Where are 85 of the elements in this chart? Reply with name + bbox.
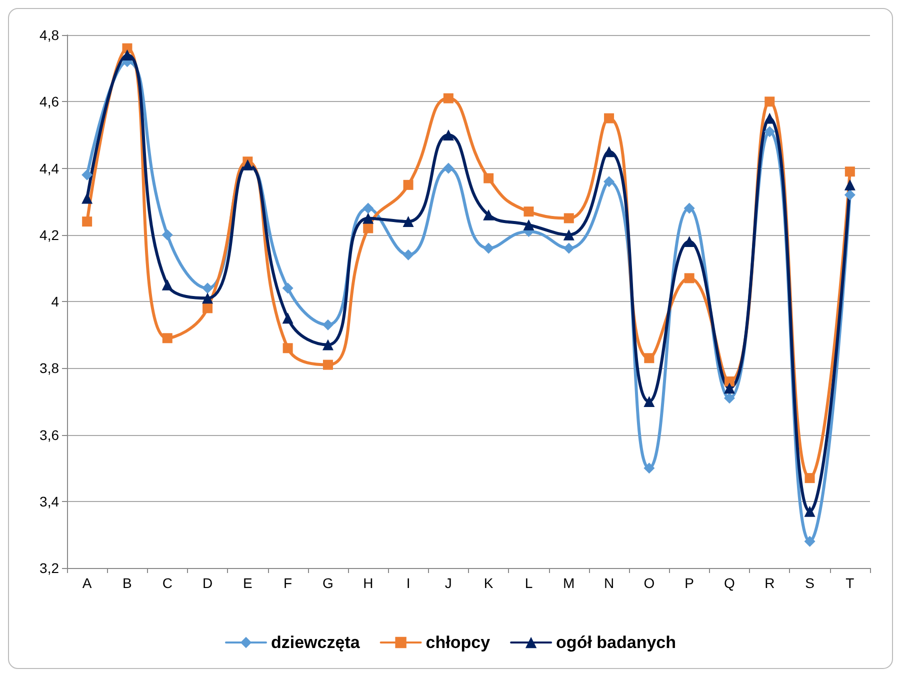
point <box>322 319 334 330</box>
point <box>162 333 172 344</box>
point <box>122 43 132 54</box>
point <box>162 279 173 290</box>
x-tick-label: A <box>82 575 92 591</box>
point <box>403 180 414 190</box>
point <box>483 209 494 220</box>
legend-label: ogół badanych <box>556 633 676 652</box>
point <box>402 216 414 228</box>
point <box>122 49 133 60</box>
x-tick-label: B <box>122 575 132 591</box>
point <box>362 212 374 224</box>
x-tick-label: D <box>202 575 213 591</box>
x-tick-label: P <box>684 575 694 591</box>
point <box>644 462 655 474</box>
point <box>844 179 856 190</box>
point <box>82 169 93 180</box>
point <box>402 249 414 260</box>
point <box>724 392 735 404</box>
point <box>442 129 454 140</box>
point <box>363 223 374 234</box>
x-tick-label: L <box>524 575 533 591</box>
point <box>764 96 775 107</box>
x-tick-label: E <box>243 575 252 591</box>
point <box>524 206 534 217</box>
point <box>82 216 92 227</box>
point <box>724 382 735 394</box>
x-tick-label: C <box>162 575 172 591</box>
point <box>523 219 534 230</box>
point <box>804 536 816 547</box>
y-tick-label: 4,2 <box>40 226 60 243</box>
point <box>684 202 695 214</box>
x-tick-label: N <box>604 575 614 591</box>
point <box>684 236 695 248</box>
x-tick-label: O <box>644 575 655 591</box>
point <box>644 396 655 407</box>
point <box>483 242 494 254</box>
y-tick-label: 4 <box>51 294 60 310</box>
x-tick-label: Q <box>724 575 736 591</box>
x-tick-label: F <box>284 575 292 591</box>
point <box>563 229 574 240</box>
x-tick-label: K <box>484 575 494 591</box>
x-tick-label: J <box>444 575 452 591</box>
point <box>443 93 454 104</box>
x-tick-label: I <box>406 575 410 591</box>
point <box>724 376 734 386</box>
point <box>563 242 574 254</box>
point <box>804 473 815 484</box>
y-tick-label: 3,6 <box>40 426 60 443</box>
point <box>202 292 214 304</box>
y-tick-label: 3,4 <box>40 493 60 510</box>
y-tick-label: 4,8 <box>40 27 60 43</box>
x-tick-label: M <box>563 575 575 591</box>
point <box>844 189 856 200</box>
point <box>564 213 574 224</box>
x-tick-label: R <box>764 575 775 591</box>
point <box>844 166 855 177</box>
point <box>82 192 93 204</box>
point <box>764 126 776 138</box>
point <box>322 360 333 370</box>
legend-label: chłopcy <box>426 633 491 652</box>
y-tick-label: 3,8 <box>40 360 60 376</box>
point <box>442 162 454 174</box>
point <box>644 353 654 364</box>
point <box>282 282 294 294</box>
point <box>162 229 173 240</box>
y-tick-label: 4,6 <box>40 94 60 110</box>
point <box>282 312 294 324</box>
point <box>202 303 213 314</box>
point <box>322 339 334 350</box>
point <box>604 113 614 124</box>
y-tick-label: 3,2 <box>40 560 60 576</box>
y-tick-label: 4,4 <box>40 160 60 176</box>
x-tick-label: S <box>805 575 814 591</box>
point <box>684 273 694 284</box>
x-tick-label: H <box>363 575 374 591</box>
x-tick-label: T <box>846 575 855 591</box>
point <box>804 506 816 517</box>
point <box>604 176 615 188</box>
point <box>484 173 494 184</box>
point <box>202 282 214 294</box>
point <box>282 343 293 354</box>
x-tick-label: G <box>322 575 334 591</box>
legend-label: dziewczęta <box>271 633 360 652</box>
point <box>362 202 374 214</box>
